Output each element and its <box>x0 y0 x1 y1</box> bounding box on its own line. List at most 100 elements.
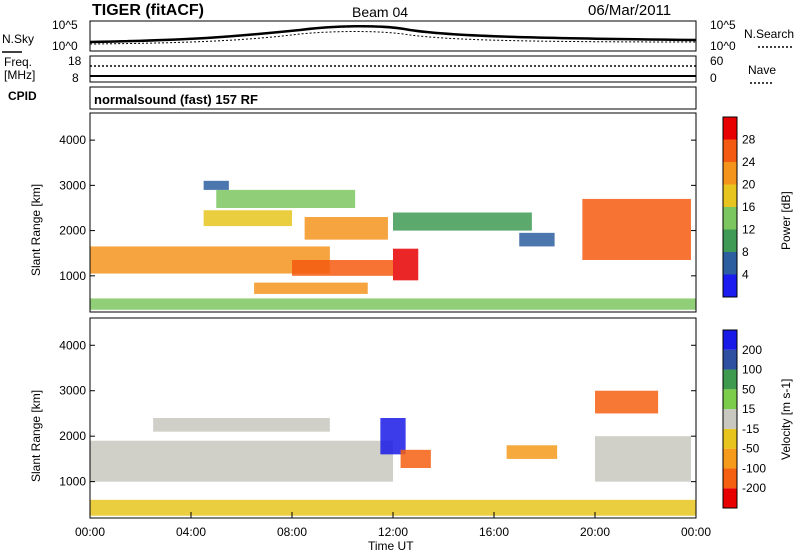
scatter-region-5 <box>595 390 659 414</box>
power-panel: 1000 2000 3000 4000 <box>59 112 697 313</box>
colorbar-segment <box>723 369 737 390</box>
colorbar-tick-label: -15 <box>742 422 760 436</box>
cpid-text: normalsound (fast) 157 RF <box>94 92 258 107</box>
nave-tick-top: 60 <box>710 54 724 68</box>
colorbar-tick-label: 16 <box>742 200 756 214</box>
nsky-tick-top: 10^5 <box>52 18 78 32</box>
ytick-label: 4000 <box>59 133 86 147</box>
colorbar-segment <box>723 274 737 297</box>
velocity-ylabel: Slant Range [km] <box>29 390 43 482</box>
ytick-label: 4000 <box>59 338 86 352</box>
colorbar-frame <box>722 116 738 298</box>
ytick-label: 3000 <box>59 178 86 192</box>
colorbar-tick-label: -200 <box>742 481 766 495</box>
colorbar-segment <box>723 184 737 207</box>
xtick-label: 00:00 <box>681 525 711 539</box>
scatter-region-1 <box>153 418 330 432</box>
colorbar-segment <box>723 488 737 508</box>
scatter-region-9 <box>582 198 691 260</box>
colorbar-segment <box>723 252 737 275</box>
colorbar-tick-label: -50 <box>742 442 760 456</box>
scatter-region-1 <box>203 210 292 227</box>
scatter-region-4 <box>292 259 393 276</box>
power-marks <box>90 180 696 310</box>
cpid-label: CPID <box>8 89 37 103</box>
velocity-panel: 1000 2000 3000 4000 00:00 04:00 08:00 12:00 16:… <box>59 317 711 539</box>
xtick-label: 08:00 <box>277 525 307 539</box>
colorbar-tick-label: -100 <box>742 461 766 475</box>
freq-panel <box>89 55 697 83</box>
colorbar-tick-label: 15 <box>742 402 756 416</box>
scatter-region-7 <box>393 212 532 231</box>
beam-label: Beam 04 <box>352 4 408 20</box>
scatter-region-6 <box>506 445 558 459</box>
scatter-region-7 <box>90 499 696 516</box>
ytick-label: 1000 <box>59 269 86 283</box>
station-title: TIGER (fitACF) <box>92 2 204 19</box>
cpid-panel <box>89 86 697 110</box>
colorbar-tick-label: 12 <box>742 223 756 237</box>
nave-label: Nave <box>748 63 776 77</box>
colorbar-segment <box>723 428 737 449</box>
colorbar-segment <box>723 139 737 162</box>
scatter-region-0 <box>90 246 330 274</box>
velocity-xlabel: Time UT <box>368 539 414 553</box>
colorbar-tick-label: 4 <box>742 268 749 282</box>
nsky-panel <box>89 20 697 52</box>
colorbar-segment <box>723 207 737 230</box>
nsky-tick-bottom: 10^0 <box>52 39 78 53</box>
power-colorbar-label: Power [dB] <box>779 191 793 250</box>
colorbar-segment <box>723 117 737 140</box>
xtick-label: 20:00 <box>580 525 610 539</box>
colorbar-segment <box>723 389 737 410</box>
colorbar-tick-label: 100 <box>742 363 762 377</box>
ytick-label: 3000 <box>59 384 86 398</box>
scatter-region-5 <box>254 282 368 294</box>
freq-label: Freq. <box>4 55 32 69</box>
scatter-region-11 <box>90 298 696 310</box>
scatter-region-3 <box>304 217 388 240</box>
colorbar-segment <box>723 409 737 429</box>
xtick-label: 12:00 <box>378 525 408 539</box>
colorbar-tick-label: 8 <box>742 245 749 259</box>
ytick-label: 1000 <box>59 475 86 489</box>
scatter-region-8 <box>519 232 555 247</box>
colorbar-tick-label: 24 <box>742 155 756 169</box>
velocity-colorbar: 200 100 50 15 -15 -50 -100 -200 <box>722 329 766 509</box>
scatter-region-2 <box>380 418 406 455</box>
velocity-colorbar-label: Velocity [m s-1] <box>779 379 793 460</box>
freq-unit: [MHz] <box>4 68 35 82</box>
colorbar-segment <box>723 229 737 252</box>
xtick-label: 00:00 <box>75 525 105 539</box>
colorbar-segment <box>723 349 737 370</box>
nsearch-tick-bottom: 10^0 <box>710 39 736 53</box>
colorbar-segment <box>723 162 737 185</box>
power-ylabel: Slant Range [km] <box>29 184 43 276</box>
colorbar-tick-label: 28 <box>742 133 756 147</box>
ytick-label: 2000 <box>59 429 86 443</box>
nave-tick-bottom: 0 <box>710 71 717 85</box>
xtick-label: 04:00 <box>176 525 206 539</box>
xtick-label: 16:00 <box>479 525 509 539</box>
velocity-yticks: 1000 2000 3000 4000 <box>59 338 696 489</box>
velocity-xticks: 00:00 04:00 08:00 12:00 16:00 20:00 00:00 <box>75 512 711 539</box>
colorbar-segment <box>723 468 737 489</box>
scatter-region-6 <box>393 248 419 281</box>
scatter-region-3 <box>400 449 431 468</box>
power-colorbar: 4 8 12 16 20 24 28 <box>722 116 756 298</box>
freq-tick-top: 18 <box>68 54 82 68</box>
scatter-region-4 <box>595 436 691 482</box>
scatter-region-0 <box>90 440 393 482</box>
scatter-region-2 <box>216 189 356 208</box>
colorbar-tick-label: 200 <box>742 343 762 357</box>
colorbar-frame <box>722 329 738 509</box>
scatter-region-10 <box>203 180 229 190</box>
colorbar-segment <box>723 448 737 469</box>
colorbar-segment <box>723 330 737 350</box>
nsky-label: N.Sky <box>2 32 34 46</box>
velocity-marks <box>90 390 696 516</box>
nsearch-tick-top: 10^5 <box>710 18 736 32</box>
colorbar-tick-label: 20 <box>742 178 756 192</box>
power-yticks: 1000 2000 3000 4000 <box>59 133 696 283</box>
